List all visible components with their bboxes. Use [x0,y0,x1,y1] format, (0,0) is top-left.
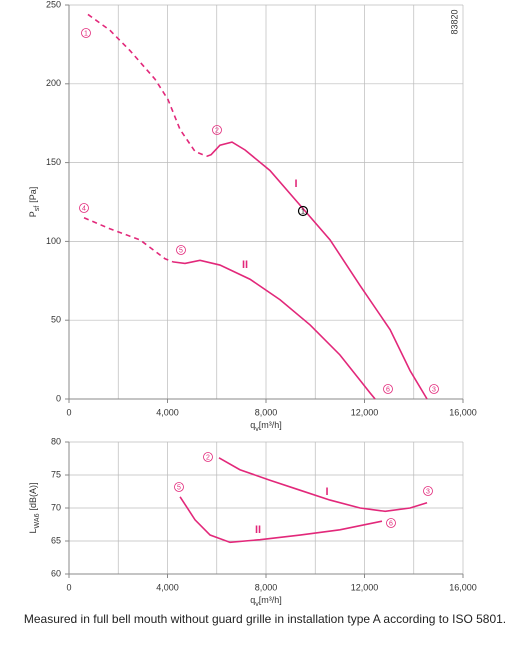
y-axis-label-part: L [28,528,38,533]
annotation: I [294,178,297,190]
x-axis-label-part: v [255,601,259,608]
x-tick-label: 12,000 [351,582,379,592]
x-tick-label: 0 [66,582,71,592]
annotation: 1 [301,208,305,215]
x-axis-label-part: q [250,420,255,430]
annotation-circle [174,482,184,492]
curve [206,141,428,400]
y-tick-label: 70 [51,502,61,512]
x-tick-label: 4,000 [156,582,179,592]
annotation-circle [429,384,439,394]
annotation: 83820 [449,9,459,34]
y-tick-label: 65 [51,535,61,545]
x-axis-label: qv[m³/h] [250,595,282,607]
caption: Measured in full bell mouth without guar… [24,612,506,626]
annotation: 1 [84,30,88,37]
annotation: 4 [82,205,86,212]
y-tick-label: 80 [51,436,61,446]
annotation-circle [297,205,309,217]
y-tick-label: 250 [46,0,61,9]
x-tick-label: 16,000 [449,407,477,417]
y-tick-label: 75 [51,469,61,479]
x-axis-label: qv[m³/h] [250,420,282,432]
y-axis-label-part: P [28,211,38,217]
curve [218,457,428,513]
x-axis-label-part: v [255,426,259,433]
annotation-circle [383,384,393,394]
annotation-circle [79,203,89,213]
y-tick-label: 60 [51,568,61,578]
annotation-circle [423,486,433,496]
x-tick-label: 12,000 [351,407,379,417]
y-tick-label: 200 [46,78,61,88]
annotation: 5 [179,247,183,254]
annotation: 3 [432,386,436,393]
y-axis-label: LWA6 [dB(A)] [28,483,40,534]
annotation-circle [212,125,222,135]
y-axis-label-part: sf [34,206,41,212]
curve [87,13,208,158]
x-tick-label: 8,000 [255,582,278,592]
annotation: 6 [389,520,393,527]
curve [179,496,383,544]
annotation: 2 [206,454,210,461]
x-tick-label: 0 [66,407,71,417]
annotation: II [242,259,248,271]
annotation-circle [386,518,396,528]
curve [172,259,376,400]
y-axis-label-part: WA6 [34,513,41,528]
y-axis-label-part: [Pa] [28,187,38,203]
x-axis-label-part: [m³/h] [259,420,282,430]
x-tick-label: 16,000 [449,582,477,592]
x-axis-label-part: [m³/h] [259,595,282,605]
x-tick-label: 8,000 [255,407,278,417]
y-axis-label: Psf [Pa] [28,187,40,217]
y-axis-label-part: [dB(A)] [28,483,38,511]
annotation-circle [176,245,186,255]
annotation: 2 [215,127,219,134]
annotation: 6 [386,386,390,393]
x-tick-label: 4,000 [156,407,179,417]
annotation: I [325,486,328,498]
x-axis-label-part: q [250,595,255,605]
annotation: 3 [426,488,430,495]
annotation: 5 [177,484,181,491]
annotation-circle [81,28,91,38]
annotation: II [255,524,261,536]
y-tick-label: 100 [46,236,61,246]
curve [83,217,174,263]
y-tick-label: 150 [46,157,61,167]
y-tick-label: 0 [56,393,61,403]
annotation-circle [203,452,213,462]
y-tick-label: 50 [51,315,61,325]
